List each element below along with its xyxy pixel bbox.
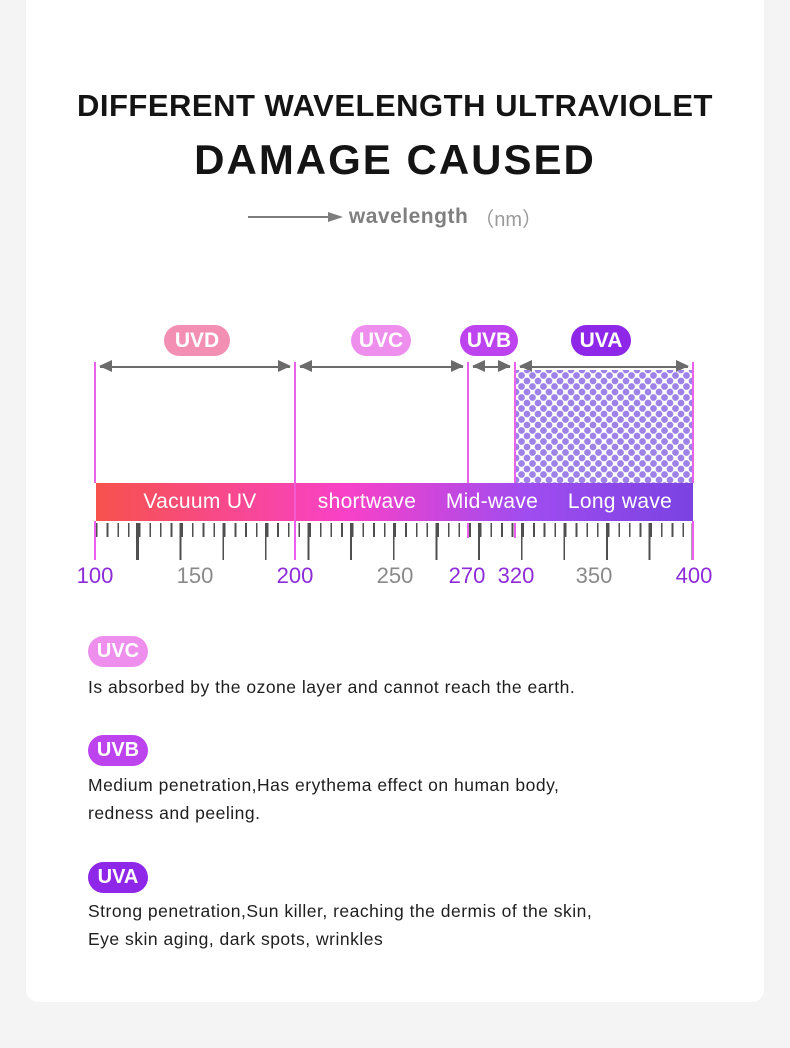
zone-label-mid-wave: Mid-wave [445,490,539,513]
scale-number-250: 250 [376,563,414,588]
right-arrow-icon [327,212,343,222]
scale-number-150: 150 [176,563,214,588]
bar-separator-200 [294,483,296,521]
zone-label-vacuum-uv: Vacuum UV [143,490,257,513]
scale-number-320: 320 [497,563,535,588]
wavelength-axis-row: wavelength （nm） [26,202,764,232]
axis-arrow-line [247,216,328,218]
axis-unit: （nm） [474,208,543,231]
uva-description-line2: Eye skin aging, dark spots, wrinkles [88,929,384,949]
uva-badge: UVA [571,325,631,356]
uv-band-diagram: UVD UVC UVB UVA Vacuum UV shortwave Mid-… [26,300,764,600]
scale-number-200: 200 [276,563,314,588]
scale-number-270: 270 [448,563,486,588]
wavelength-gradient-bar [96,483,693,521]
infographic-card: DIFFERENT WAVELENGTH ULTRAVIOLET DAMAGE … [26,0,764,1002]
zone-label-shortwave: shortwave [317,490,417,513]
axis-label: wavelength [348,205,469,228]
uvc-section-badge: UVC [88,636,148,667]
double-arrow-icon-uvb [472,360,511,372]
page-title-line2: DAMAGE CAUSED [194,136,596,183]
double-arrow-icon-uvc [299,360,464,372]
double-arrow-icon-uva [519,360,689,372]
boundary-line-320 [514,362,516,483]
uvb-description-line1: Medium penetration,Has erythema effect o… [88,775,560,795]
scale-number-350: 350 [575,563,613,588]
magenta-tick-400 [692,521,694,560]
magenta-tick-100 [94,521,96,560]
uvc-badge: UVC [351,325,411,356]
uvd-badge: UVD [164,325,230,356]
double-arrow-icon-uvd [99,360,291,372]
scale-number-400: 400 [675,563,713,588]
page-title-line1: DIFFERENT WAVELENGTH ULTRAVIOLET [77,88,713,123]
magenta-tick-200 [294,521,296,560]
uva-dot-pattern [516,370,692,483]
magenta-tick-270 [467,523,469,538]
uvb-section-badge: UVB [88,735,148,766]
boundary-line-200 [294,362,296,483]
scale-number-100: 100 [76,563,114,588]
uva-description-line1: Strong penetration,Sun killer, reaching … [88,901,593,921]
uvc-description-line1: Is absorbed by the ozone layer and canno… [88,677,576,697]
boundary-line-400 [692,362,694,483]
ruler-major-ticks [96,523,694,560]
zone-label-long-wave: Long wave [567,490,673,513]
magenta-tick-320 [514,523,516,538]
uvb-description-line2: redness and peeling. [88,803,261,823]
uvb-description: Medium penetration,Has erythema effect o… [88,771,559,827]
boundary-line-270 [467,362,469,483]
uvb-badge: UVB [460,325,518,356]
boundary-line-100 [94,362,96,483]
uva-section-badge: UVA [88,862,148,893]
uva-description: Strong penetration,Sun killer, reaching … [88,897,592,953]
uvc-description: Is absorbed by the ozone layer and canno… [88,673,575,701]
